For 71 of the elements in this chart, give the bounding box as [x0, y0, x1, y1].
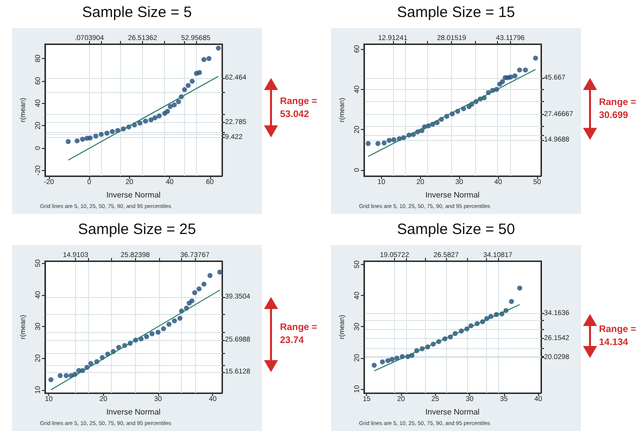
point [390, 356, 395, 362]
point [508, 298, 514, 304]
x-axis-title: Inverse Normal [425, 407, 480, 416]
point [58, 373, 63, 378]
text: Range = 30.699 [599, 96, 638, 122]
chart-title: Sample Size = 50 [396, 221, 516, 238]
point [166, 322, 172, 327]
point [80, 136, 86, 142]
x-axis-title: Inverse Normal [425, 190, 480, 200]
point [110, 128, 115, 134]
point [88, 135, 93, 140]
point [148, 117, 154, 122]
point [93, 134, 98, 139]
point [186, 83, 191, 88]
point [150, 331, 155, 336]
point [201, 282, 206, 287]
text: Range = 14.134 [599, 322, 638, 349]
point [156, 330, 161, 335]
text: Range = 53.042 [280, 94, 318, 121]
point [512, 73, 518, 78]
point [366, 141, 371, 146]
point [375, 141, 380, 146]
point [190, 78, 195, 84]
point [168, 104, 173, 110]
point [192, 290, 198, 296]
point [88, 361, 94, 366]
point [372, 362, 377, 368]
point [217, 270, 222, 275]
point [517, 286, 522, 291]
point [386, 138, 392, 143]
point [66, 139, 71, 144]
point [201, 57, 206, 62]
point [152, 115, 158, 120]
point [98, 132, 104, 137]
point [196, 286, 202, 292]
x-axis-title: Inverse Normal [106, 407, 161, 416]
point [508, 74, 514, 80]
point [172, 102, 177, 108]
point [156, 113, 162, 118]
point [74, 138, 80, 144]
chart-title: Sample Size = 5 [81, 4, 193, 21]
text: Range = 23.74 [280, 321, 318, 348]
point [522, 68, 528, 72]
chart-title: Sample Size = 25 [77, 221, 197, 238]
point [189, 298, 194, 304]
chart-title: Sample Size = 15 [396, 4, 516, 21]
point [172, 318, 177, 324]
point [48, 377, 54, 382]
point [394, 356, 400, 361]
point [206, 56, 212, 62]
point [533, 56, 538, 61]
point [380, 359, 385, 364]
x-axis-title: Inverse Normal [106, 190, 161, 200]
point [144, 334, 150, 340]
point [207, 273, 212, 278]
point [177, 316, 182, 321]
point [161, 326, 166, 332]
point [164, 108, 170, 114]
point [104, 130, 110, 136]
point [143, 118, 148, 124]
point [216, 46, 221, 51]
point [385, 358, 390, 364]
point [182, 87, 188, 92]
point [176, 99, 182, 104]
point [196, 70, 202, 76]
point [382, 140, 387, 146]
point [517, 68, 522, 72]
point [137, 120, 142, 126]
point [500, 79, 505, 84]
point [391, 137, 396, 142]
point [64, 373, 69, 378]
